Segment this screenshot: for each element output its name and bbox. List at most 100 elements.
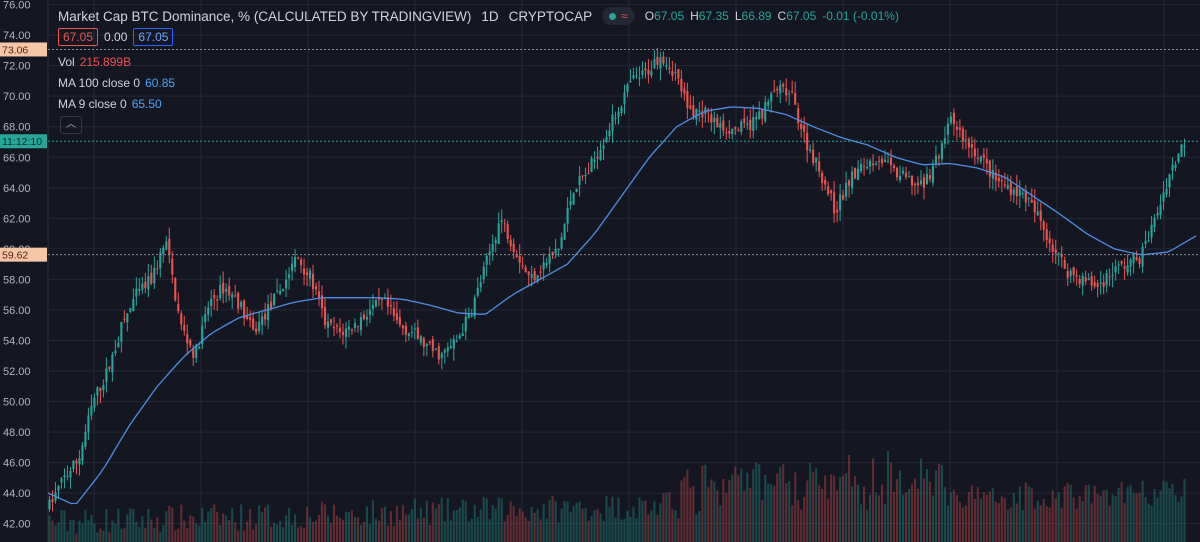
candle-body <box>476 287 479 296</box>
market-status[interactable]: ≈ <box>602 7 635 25</box>
volume-bar <box>279 520 282 542</box>
volume-bar <box>734 466 737 542</box>
volume-bar <box>329 523 333 542</box>
candle-body <box>60 478 63 483</box>
volume-bar <box>886 450 890 542</box>
candle-body <box>440 353 443 359</box>
candle-body <box>1009 182 1012 196</box>
low-label: L <box>734 9 742 23</box>
volume-bar <box>533 512 536 542</box>
volume-bar <box>818 484 821 542</box>
candle-body <box>779 84 782 94</box>
volume-bar <box>692 485 695 542</box>
candle-body <box>105 368 108 382</box>
candle-body <box>240 302 243 308</box>
volume-bar <box>910 484 914 542</box>
candle-body <box>533 270 536 281</box>
candle-body <box>692 105 695 117</box>
collapse-chevron-icon[interactable]: ︿ <box>60 116 82 134</box>
grid-lines <box>47 0 1200 542</box>
volume-bar <box>539 519 542 542</box>
volume-bar <box>704 464 707 542</box>
candle-body <box>437 346 440 360</box>
volume-bar <box>1045 506 1048 542</box>
interval-label[interactable]: 1D <box>481 8 499 24</box>
volume-bar <box>1141 480 1144 542</box>
candle-body <box>596 156 599 159</box>
volume-bar <box>386 525 389 542</box>
volume-indicator[interactable]: Vol 215.899B <box>58 55 131 69</box>
candle-body <box>937 156 940 159</box>
candle-body <box>1114 266 1117 273</box>
candle-body <box>347 327 351 330</box>
volume-bar <box>1072 497 1075 542</box>
volume-bar <box>216 511 219 542</box>
price-label-text: 59.62 <box>2 250 28 262</box>
candle-body <box>1069 270 1072 277</box>
volume-bar <box>632 506 635 542</box>
volume-bar <box>1093 485 1096 542</box>
volume-bar <box>1051 490 1054 542</box>
candle-body <box>791 91 794 93</box>
vol-value: 215.899B <box>79 55 132 69</box>
volume-bar <box>1165 481 1168 542</box>
candle-body <box>362 314 365 319</box>
candle-body <box>521 265 524 267</box>
candle-body <box>1045 229 1048 241</box>
y-tick-label: 54.00 <box>3 335 31 347</box>
ma9-label: MA 9 close 0 <box>58 97 127 111</box>
volume-bar <box>773 485 776 542</box>
candle-body <box>317 291 321 299</box>
volume-bar <box>916 488 920 542</box>
volume-bar <box>515 515 518 542</box>
volume-bar <box>494 508 497 542</box>
value-box-red: 67.05 <box>58 28 99 46</box>
candle-body <box>668 67 671 70</box>
candle-body <box>623 92 626 105</box>
candle-body <box>818 161 821 172</box>
volume-bar <box>952 489 955 542</box>
volume-bar <box>297 527 300 542</box>
candle-body <box>237 292 240 309</box>
candle-body <box>898 176 902 181</box>
ma100-indicator[interactable]: MA 100 close 0 60.85 <box>58 76 175 90</box>
volume-bar <box>60 509 63 542</box>
candle-body <box>413 328 416 330</box>
candle-body <box>500 220 503 223</box>
volume-bar <box>821 488 824 542</box>
candle-body <box>1024 190 1027 203</box>
volume-bar <box>147 508 150 542</box>
candle-body <box>300 259 303 266</box>
volume-bar <box>288 508 291 542</box>
volume-bar <box>958 502 961 542</box>
volume-bar <box>970 485 973 542</box>
candle-body <box>216 299 219 301</box>
volume-bar <box>1066 482 1069 542</box>
candle-body <box>800 123 803 129</box>
candle-body <box>93 397 96 408</box>
candle-body <box>1084 277 1087 282</box>
volume-bar <box>374 518 377 542</box>
candle-body <box>874 163 878 165</box>
candle-body <box>566 207 569 224</box>
volume-bar <box>258 505 261 542</box>
candle-body <box>488 251 491 255</box>
candle-body <box>410 332 413 334</box>
ma9-indicator[interactable]: MA 9 close 0 65.50 <box>58 97 162 111</box>
volume-bar <box>285 515 288 542</box>
candle-body <box>530 274 533 279</box>
exchange-label: CRYPTOCAP <box>508 8 593 24</box>
candle-body <box>761 110 764 119</box>
volume-bar <box>653 501 656 542</box>
volume-bar <box>713 481 716 542</box>
volume-bar <box>656 514 659 542</box>
volume-bar <box>842 475 845 542</box>
candle-body <box>305 272 309 276</box>
y-tick-label: 56.00 <box>3 305 31 317</box>
volume-bar <box>1078 495 1081 542</box>
candle-body <box>156 268 159 270</box>
volume-bar <box>1024 482 1027 542</box>
candle-body <box>99 388 102 392</box>
